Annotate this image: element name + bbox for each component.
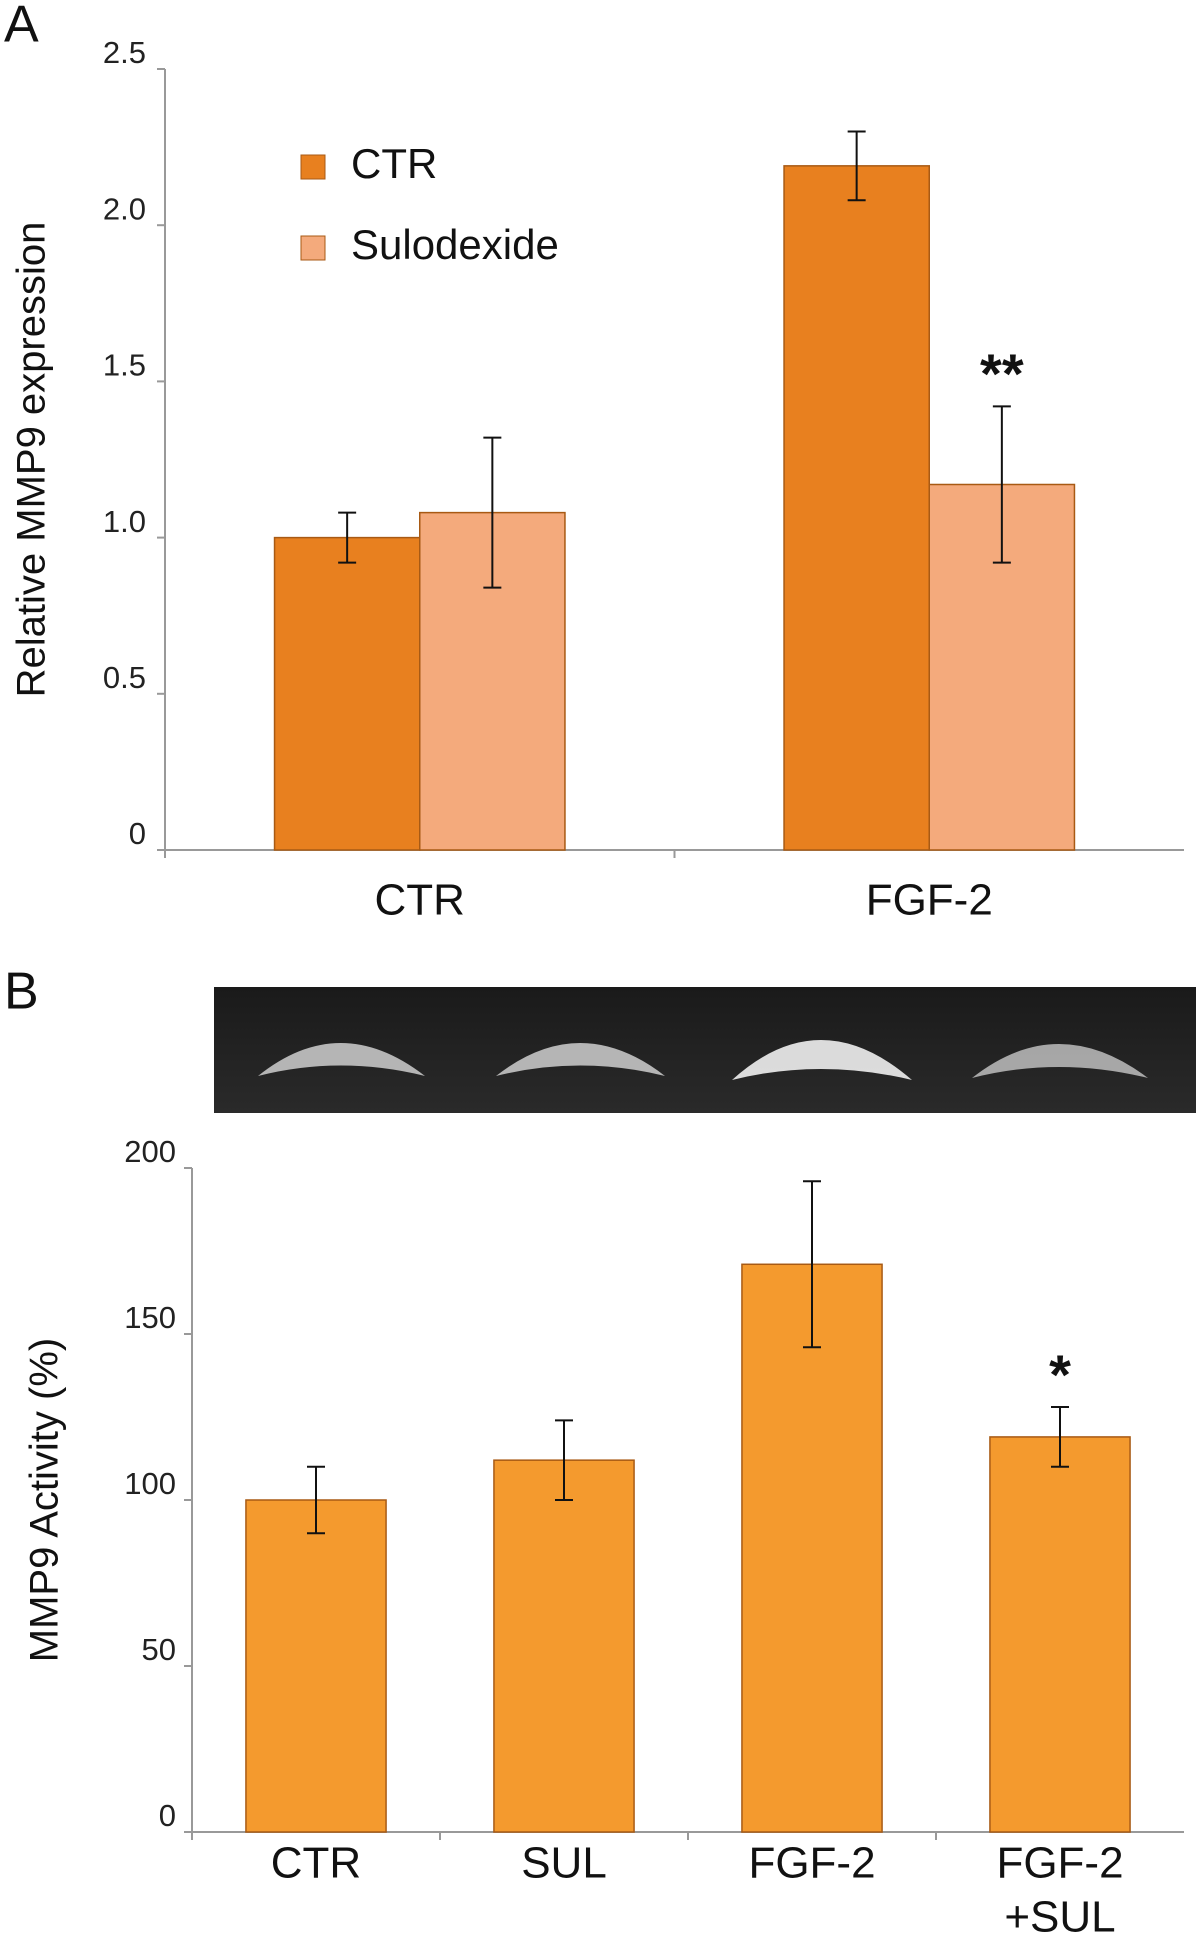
bar (273, 536, 421, 851)
x-tick-label: FGF-2 (866, 876, 993, 925)
error-bar (555, 1419, 573, 1501)
x-tick-label: CTR (375, 876, 465, 925)
bar (493, 1459, 635, 1833)
panel-label: A (4, 0, 39, 54)
y-tick-label: 2.0 (103, 191, 146, 226)
x-tick-label: +SUL (1004, 1893, 1115, 1942)
bar (741, 1263, 883, 1833)
bar (989, 1436, 1131, 1833)
y-tick-label: 200 (124, 1134, 176, 1169)
y-tick-label: 100 (124, 1466, 176, 1501)
x-tick-label: FGF-2 (748, 1839, 875, 1888)
legend-label: Sulodexide (351, 221, 559, 268)
y-axis-title: MMP9 Activity (%) (23, 1338, 67, 1662)
y-tick-label: 0.5 (103, 660, 146, 695)
error-bar (803, 1180, 821, 1349)
y-tick-label: 1.0 (103, 504, 146, 539)
legend-swatch (300, 235, 326, 261)
bar (783, 165, 930, 851)
y-tick-label: 0 (129, 816, 146, 851)
y-tick-label: 2.5 (103, 35, 146, 70)
significance-marker: * (1049, 1343, 1071, 1406)
significance-marker: ** (980, 342, 1024, 405)
x-tick-label: FGF-2 (996, 1839, 1123, 1888)
y-tick-label: 0 (159, 1798, 176, 1833)
bar (245, 1499, 387, 1833)
x-tick-label: CTR (271, 1839, 361, 1888)
y-tick-label: 1.5 (103, 348, 146, 383)
error-bar (483, 436, 502, 589)
legend-swatch (300, 154, 326, 180)
y-tick-label: 50 (142, 1632, 176, 1667)
error-bar (338, 511, 357, 564)
error-bar (847, 130, 866, 202)
error-bar (1051, 1406, 1069, 1468)
x-tick-label: SUL (521, 1839, 607, 1888)
error-bar (307, 1465, 325, 1535)
y-axis-title: Relative MMP9 expression (10, 222, 54, 698)
y-tick-label: 150 (124, 1300, 176, 1335)
panel-label: B (4, 963, 39, 1021)
error-bar (992, 405, 1011, 564)
legend-label: CTR (351, 140, 437, 187)
zymogram-image (214, 987, 1196, 1113)
